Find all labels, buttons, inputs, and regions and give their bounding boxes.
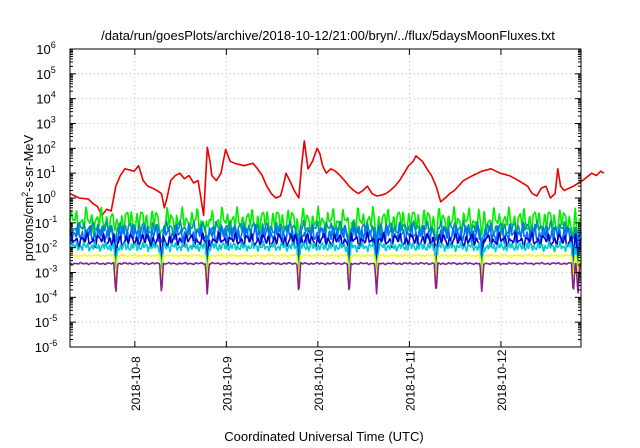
series-line [69, 140, 605, 217]
y-tick-base: 10 [36, 166, 50, 181]
y-tick-exponent: 2 [51, 139, 56, 149]
y-tick-label: 10-4 [35, 288, 57, 305]
y-tick-label: 101 [36, 164, 55, 181]
chart-title: /data/run/goesPlots/archive/2018-10-12/2… [101, 28, 555, 43]
y-tick-label: 10-5 [35, 313, 57, 330]
y-tick-label: 100 [36, 189, 55, 206]
series-line [69, 231, 582, 267]
y-tick-base: 10 [36, 117, 50, 132]
y-tick-base: 10 [35, 241, 49, 256]
y-tick-label: 106 [36, 40, 55, 57]
y-axis: 10-610-510-410-310-210-11001011021031041… [35, 40, 581, 355]
y-tick-label: 102 [36, 139, 55, 156]
y-tick-base: 10 [35, 216, 49, 231]
y-tick-exponent: 1 [51, 164, 56, 174]
y-tick-label: 105 [36, 65, 55, 82]
y-tick-label: 10-2 [35, 239, 57, 256]
y-axis-label-superscript: 2 [20, 192, 30, 197]
y-tick-label: 104 [36, 90, 55, 107]
y-tick-exponent: 4 [51, 90, 56, 100]
y-tick-exponent: 3 [51, 115, 56, 125]
y-tick-base: 10 [35, 266, 49, 281]
y-tick-base: 10 [36, 42, 50, 57]
y-tick-exponent: -5 [49, 313, 57, 323]
x-tick-label: 2018-10-8 [129, 356, 143, 411]
y-tick-label: 10-3 [35, 264, 57, 281]
y-axis-label: protons/cm2-s-sr-MeV [20, 134, 36, 261]
y-tick-exponent: 6 [51, 40, 56, 50]
y-axis-label-main: protons/cm [21, 197, 36, 261]
y-tick-exponent: -2 [49, 239, 57, 249]
y-tick-base: 10 [36, 67, 50, 82]
series-line [69, 253, 582, 286]
series-line [69, 222, 582, 264]
y-tick-label: 10-1 [35, 214, 57, 231]
x-axis-label: Coordinated Universal Time (UTC) [224, 429, 423, 444]
y-axis-label-rest: -s-sr-MeV [21, 134, 36, 191]
y-tick-base: 10 [35, 340, 49, 355]
y-tick-label: 10-6 [35, 338, 57, 355]
y-tick-base: 10 [36, 141, 50, 156]
y-tick-base: 10 [35, 290, 49, 305]
y-tick-exponent: -1 [49, 214, 57, 224]
y-tick-base: 10 [35, 315, 49, 330]
x-tick-label: 2018-10-9 [220, 356, 234, 411]
y-tick-exponent: -3 [49, 264, 57, 274]
series-group [69, 140, 605, 295]
y-tick-exponent: -4 [49, 288, 57, 298]
x-tick-label: 2018-10-10 [312, 349, 326, 411]
series-line [69, 240, 582, 277]
y-tick-exponent: 5 [51, 65, 56, 75]
grid [70, 49, 581, 347]
y-tick-label: 103 [36, 115, 55, 132]
x-tick-label: 2018-10-11 [403, 350, 417, 411]
series-line [69, 261, 582, 295]
y-tick-exponent: -6 [49, 338, 57, 348]
x-tick-label: 2018-10-12 [495, 349, 509, 411]
y-tick-base: 10 [36, 92, 50, 107]
y-tick-exponent: 0 [51, 189, 56, 199]
y-tick-base: 10 [36, 191, 50, 206]
x-axis: 2018-10-8 2018-10-9 2018-10-10 2018-10-11 20… [129, 49, 509, 411]
